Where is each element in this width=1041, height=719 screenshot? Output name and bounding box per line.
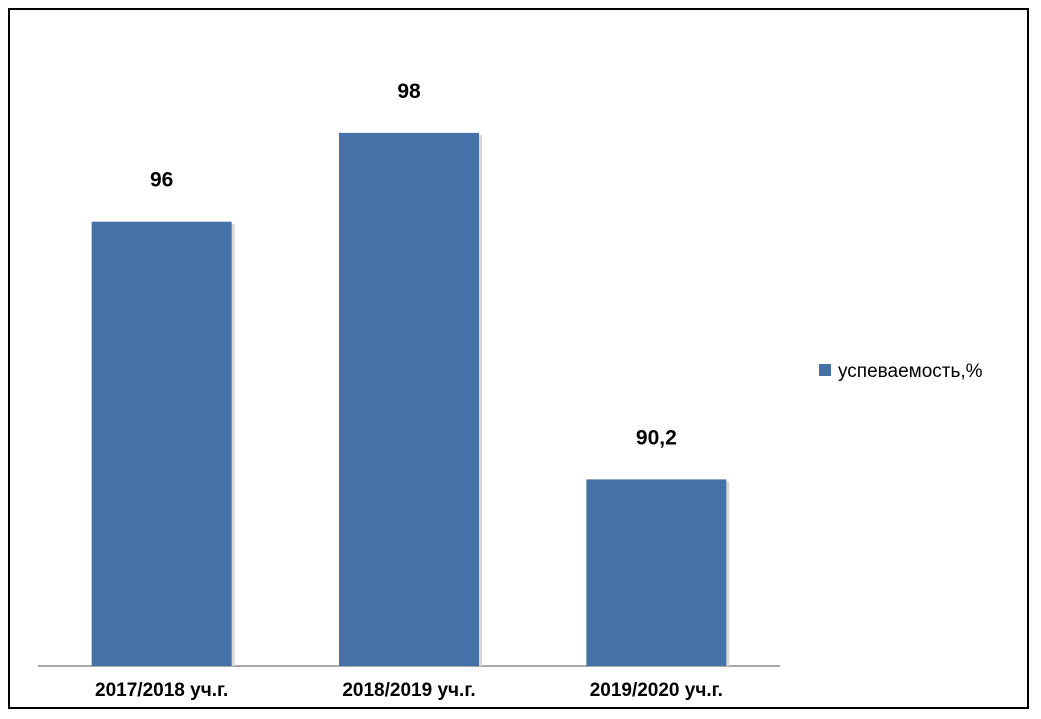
category-label-2: 2018/2019 уч.г. [342,680,475,701]
bars-group [91,132,730,666]
category-label-1: 2017/2018 уч.г. [95,680,228,701]
category-label-3: 2019/2020 уч.г. [590,680,723,701]
category-labels-group: 2017/2018 уч.г. 2018/2019 уч.г. 2019/2020 … [95,680,723,701]
value-labels-group: 96 98 90,2 [150,80,677,450]
value-label-2: 98 [397,80,421,103]
bar-1 [91,221,232,666]
legend: успеваемость,% [819,361,983,382]
bar-3 [586,479,727,666]
value-label-3: 90,2 [636,426,677,449]
value-label-1: 96 [150,169,173,192]
bar-2 [339,132,479,666]
legend-label: успеваемость,% [838,361,983,382]
legend-swatch [819,364,831,376]
